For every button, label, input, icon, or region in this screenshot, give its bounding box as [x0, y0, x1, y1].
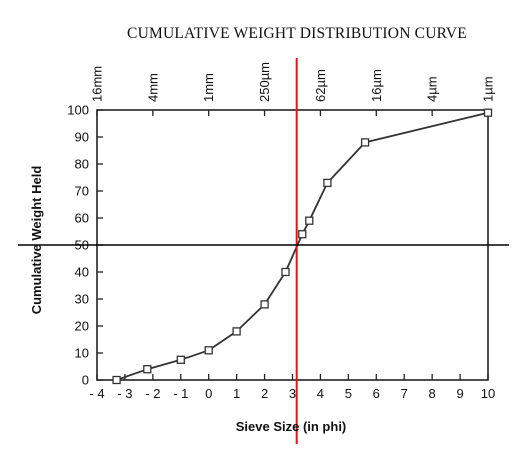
data-point [281, 267, 290, 277]
x-axis-ticks: - 4 - 3 - 2 - 1 0 1 2 3 4 5 6 7 8 9 10 [89, 374, 495, 401]
data-point [483, 108, 493, 117]
x-tick-label: - 4 [89, 386, 104, 401]
y-tick-label: 70 [75, 184, 89, 199]
y-tick-label: 80 [75, 157, 89, 172]
x-axis-title: Sieve Size (in phi) [236, 419, 347, 434]
data-layer [112, 108, 493, 385]
data-point [232, 327, 241, 336]
top-tick-label: 16µm [369, 69, 384, 102]
data-point [143, 365, 152, 374]
y-tick-label: 100 [67, 103, 89, 118]
top-tick-label: 16mm [90, 66, 105, 102]
x-tick-label: 5 [345, 386, 352, 401]
y-axis-title: Cumulative Weight Held [29, 166, 44, 315]
data-point [112, 375, 121, 385]
top-tick-label: 250µm [257, 62, 272, 102]
y-tick-label: 20 [75, 319, 89, 334]
y-tick-label: 60 [75, 211, 89, 226]
x-tick-label: 3 [289, 386, 296, 401]
data-point [260, 300, 269, 309]
x-tick-label: 10 [481, 386, 495, 401]
data-point [323, 178, 332, 188]
x-tick-label: 0 [205, 386, 212, 401]
y-tick-label: 40 [75, 265, 89, 280]
chart-title: CUMULATIVE WEIGHT DISTRIBUTION CURVE [127, 25, 467, 42]
x-tick-label: 8 [429, 386, 436, 401]
top-tick-label: 4µm [425, 76, 440, 102]
x-tick-label: 7 [401, 386, 408, 401]
y-tick-label: 90 [75, 130, 89, 145]
y-tick-label: 30 [75, 292, 89, 307]
y-tick-label: 0 [82, 373, 89, 388]
x-tick-label: 9 [456, 386, 463, 401]
data-point [305, 216, 314, 225]
x-tick-label: - 3 [117, 386, 132, 401]
top-axis-sieve-sizes: 16mm 4mm 1mm 250µm 62µm 16µm 4µm 1µm [90, 62, 496, 116]
top-tick-label: 1µm [481, 76, 496, 102]
data-point [360, 138, 370, 147]
x-tick-label: 4 [317, 386, 324, 401]
top-tick-label: 62µm [313, 69, 328, 102]
reference-lines [18, 58, 509, 444]
x-tick-label: 6 [373, 386, 380, 401]
data-point [176, 355, 185, 364]
x-tick-label: - 2 [145, 386, 160, 401]
x-tick-label: 1 [233, 386, 240, 401]
x-tick-label: 2 [261, 386, 268, 401]
top-tick-label: 4mm [145, 73, 160, 102]
series-line [116, 111, 489, 381]
data-point [204, 346, 213, 355]
data-point [298, 230, 307, 239]
x-tick-label: - 1 [173, 386, 188, 401]
y-tick-label: 10 [75, 346, 89, 361]
top-tick-label: 1mm [201, 73, 216, 102]
